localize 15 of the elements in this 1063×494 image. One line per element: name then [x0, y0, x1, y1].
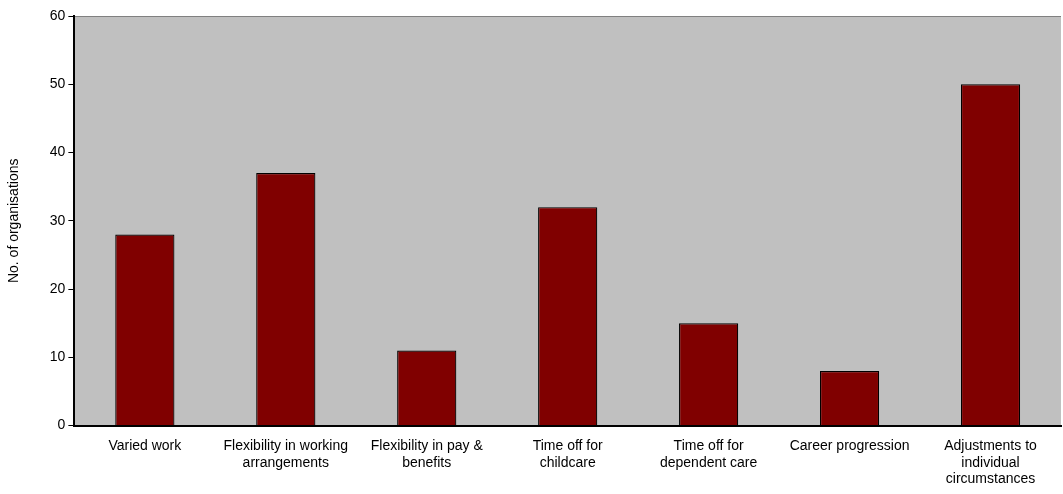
y-tick-label: 30	[49, 211, 66, 228]
y-tick-label: 0	[57, 416, 66, 433]
y-tick-label: 50	[49, 75, 66, 92]
y-tick-label: 40	[49, 143, 66, 160]
x-tick-label: Time off for childcare	[532, 436, 604, 470]
y-tick-label: 10	[49, 348, 66, 365]
x-tick-label: Time off for dependent care	[659, 436, 758, 470]
x-tick-label: Flexibility in working arrangements	[223, 436, 349, 470]
x-tick-label: Varied work	[108, 436, 183, 453]
y-tick-label: 20	[49, 279, 66, 296]
y-tick-label: 60	[49, 6, 66, 23]
y-axis-title: No. of organisations	[5, 158, 22, 284]
x-tick-label: Adjustments to individual circumstances	[944, 436, 1038, 487]
x-tick-label: Career progression	[789, 436, 910, 453]
x-tick-label: Flexibility in pay & benefits	[370, 436, 484, 470]
